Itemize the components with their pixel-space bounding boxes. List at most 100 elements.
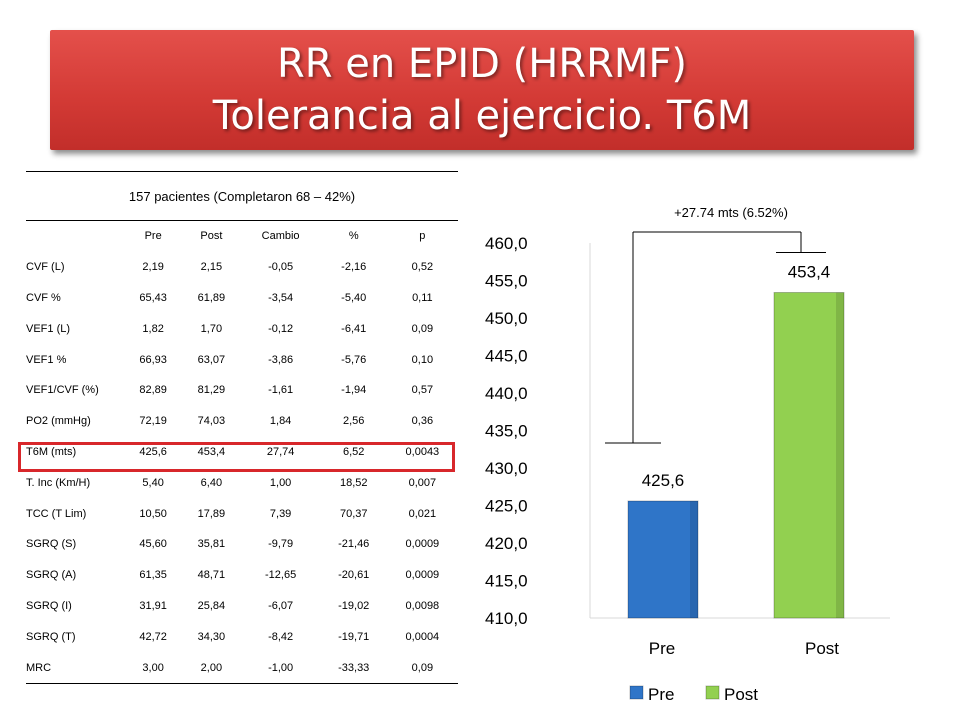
table-header-cell: Pre bbox=[144, 230, 162, 243]
table-cell: 66,93 bbox=[139, 353, 167, 366]
table-body: CVF (L) 2,19 2,15 -0,05 -2,16 0,52 CVF % 65,43 6… bbox=[26, 252, 458, 684]
table-cell: 0,57 bbox=[411, 384, 434, 397]
table-cell: 0,09 bbox=[411, 322, 434, 335]
bar-shading bbox=[690, 501, 698, 618]
table-cell: -1,94 bbox=[341, 384, 367, 397]
table-cell: 0,0098 bbox=[405, 599, 440, 612]
table-row: VEF1/CVF (%) 82,89 81,29 -1,61 -1,94 0,57 bbox=[26, 375, 458, 406]
table-cell: 17,89 bbox=[197, 507, 226, 520]
x-tick-label: Post bbox=[805, 639, 839, 658]
row-label: MRC bbox=[26, 652, 124, 684]
table-cell: -1,00 bbox=[240, 652, 321, 684]
table-cell: 25,84 bbox=[197, 599, 226, 612]
table-cell: 2,56 bbox=[343, 415, 365, 428]
table-row: MRC 3,00 2,00 -1,00 -33,33 0,09 bbox=[26, 652, 458, 684]
y-tick-label: 435,0 bbox=[485, 422, 528, 441]
table-cell: -0,05 bbox=[268, 261, 294, 274]
table-row: TCC (T Lim) 10,50 17,89 7,39 70,37 0,021 bbox=[26, 498, 458, 529]
table-cell: 1,00 bbox=[269, 476, 292, 489]
table-cell: 6,40 bbox=[200, 476, 223, 489]
t6m-bar-chart: 460,0 455,0 450,0 445,0 440,0 435,0 430,0 425,0… bbox=[485, 205, 890, 704]
table-cell: 1,84 bbox=[269, 415, 292, 428]
table-cell: 6,52 bbox=[343, 445, 365, 458]
table-cell: -6,41 bbox=[341, 322, 367, 335]
table-cell: 0,021 bbox=[408, 507, 437, 520]
table-header-cell bbox=[26, 221, 124, 252]
table-row: SGRQ (A) 61,35 48,71 -12,65 -20,61 0,0009 bbox=[26, 560, 458, 591]
table-cell: 0,0043 bbox=[405, 445, 440, 458]
table-cell: 0,0009 bbox=[405, 569, 440, 582]
table-cell: 35,81 bbox=[197, 538, 226, 551]
table-cell: 61,35 bbox=[139, 569, 167, 582]
y-tick-label: 410,0 bbox=[485, 609, 528, 628]
table-cell: -5,40 bbox=[341, 291, 367, 304]
table-header-cell: Post bbox=[200, 230, 223, 243]
row-label: SGRQ (T) bbox=[26, 630, 76, 643]
table-cell: 0,007 bbox=[408, 476, 437, 489]
table-row: PO2 (mmHg) 72,19 74,03 1,84 2,56 0,36 bbox=[26, 406, 458, 437]
legend-label: Pre bbox=[648, 685, 674, 704]
table-cell: -12,65 bbox=[265, 569, 297, 582]
table-header-cell: Cambio bbox=[261, 230, 300, 243]
table-cell: 48,71 bbox=[197, 569, 226, 582]
table-cell: 0,36 bbox=[411, 415, 434, 428]
legend: Pre Post bbox=[629, 685, 758, 704]
table-cell: 7,39 bbox=[269, 507, 292, 520]
table-header-cell: p bbox=[419, 230, 426, 243]
table-cell: -3,86 bbox=[268, 353, 294, 366]
table-row: T6M (mts) 425,6 453,4 27,74 6,52 0,0043 bbox=[26, 437, 458, 468]
table-cell: 425,6 bbox=[139, 445, 167, 458]
table-cell: 0,52 bbox=[411, 261, 434, 274]
table-cell: 72,19 bbox=[139, 415, 167, 428]
x-axis-labels: Pre Post bbox=[649, 639, 840, 658]
table-cell: -19,02 bbox=[338, 599, 370, 612]
title-line-1: RR en EPID (HRRMF) bbox=[276, 41, 688, 87]
row-label: SGRQ (S) bbox=[26, 538, 77, 551]
table-cell: 1,70 bbox=[200, 322, 223, 335]
table-cell: 81,29 bbox=[197, 384, 226, 397]
table-cell: -19,71 bbox=[338, 630, 370, 643]
significance-bracket bbox=[605, 231, 826, 444]
table-cell: -6,07 bbox=[268, 599, 294, 612]
results-table-container: 157 pacientes (Completaron 68 – 42%) Pre… bbox=[26, 171, 466, 684]
table-cell: 2,19 bbox=[142, 261, 164, 274]
table-cell: 34,30 bbox=[197, 630, 226, 643]
y-tick-label: 450,0 bbox=[485, 309, 528, 328]
row-label: VEF1 (L) bbox=[26, 322, 71, 335]
title-line-2: Tolerancia al ejercicio. T6M bbox=[212, 93, 752, 139]
table-cell: 0,10 bbox=[411, 353, 434, 366]
table-row: SGRQ (T) 42,72 34,30 -8,42 -19,71 0,0004 bbox=[26, 621, 458, 652]
table-cell: -20,61 bbox=[338, 569, 370, 582]
bar-pre bbox=[627, 500, 699, 619]
table-header-row: Pre Post Cambio% p bbox=[26, 221, 458, 252]
row-label: VEF1/CVF (%) bbox=[26, 384, 99, 397]
row-label: SGRQ (I) bbox=[26, 599, 72, 612]
y-tick-label: 415,0 bbox=[485, 572, 528, 591]
y-tick-label: 425,0 bbox=[485, 497, 528, 516]
table-cell: 1,82 bbox=[142, 322, 164, 335]
table-header-cell: % bbox=[348, 230, 359, 243]
table-cell: 65,43 bbox=[139, 291, 167, 304]
row-label: T6M (mts) bbox=[26, 445, 77, 458]
table-cell: 2,15 bbox=[200, 261, 223, 274]
table-row: SGRQ (I) 31,91 25,84 -6,07 -19,02 0,0098 bbox=[26, 591, 458, 622]
title-banner: RR en EPID (HRRMF) Tolerancia al ejercic… bbox=[50, 30, 914, 150]
y-tick-label: 430,0 bbox=[485, 459, 528, 478]
row-label: TCC (T Lim) bbox=[26, 507, 87, 520]
bars: 425,6 453,4 bbox=[627, 263, 845, 619]
table-cell: 45,60 bbox=[139, 538, 167, 551]
table-cell: -1,61 bbox=[268, 384, 294, 397]
y-tick-label: 440,0 bbox=[485, 384, 528, 403]
table-cell: 0,0009 bbox=[405, 538, 440, 551]
table-cell: 63,07 bbox=[197, 353, 226, 366]
table-cell: -9,79 bbox=[268, 538, 294, 551]
table-cell: 10,50 bbox=[139, 507, 167, 520]
table-row: CVF % 65,43 61,89 -3,54 -5,40 0,11 bbox=[26, 283, 458, 314]
table-cell: 18,52 bbox=[339, 476, 368, 489]
results-table: Pre Post Cambio% p CVF (L) 2,19 2,15 -0,05 -2,1… bbox=[26, 221, 458, 684]
table-row: T. Inc (Km/H) 5,40 6,40 1,00 18,52 0,007 bbox=[26, 467, 458, 498]
table-cell: -21,46 bbox=[338, 538, 370, 551]
table-cell: 453,4 bbox=[197, 445, 226, 458]
table-cell: -0,12 bbox=[268, 322, 294, 335]
table-cell: 5,40 bbox=[142, 476, 164, 489]
